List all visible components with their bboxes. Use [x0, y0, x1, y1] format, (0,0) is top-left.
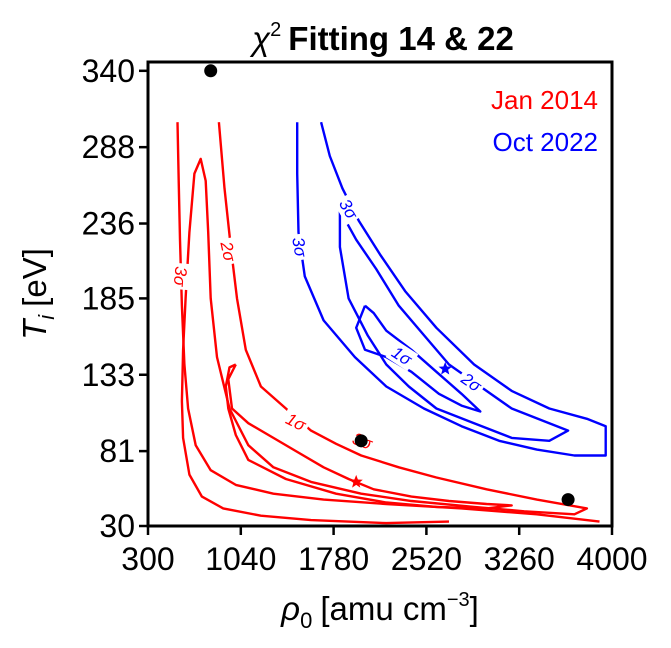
x-tick-label: 1040 [205, 541, 276, 577]
y-axis-label: Ti [eV] [16, 248, 59, 340]
data-point [561, 493, 575, 507]
contour-line [355, 304, 482, 413]
xlabel-subscript: 0 [300, 608, 312, 633]
title-symbol: χ [249, 20, 271, 57]
contour-label-gap [333, 192, 364, 226]
xlabel-text: [amu cm [320, 590, 447, 627]
contour-line [176, 122, 600, 523]
y-tick-label: 81 [99, 433, 135, 469]
x-tick-label: 1780 [298, 541, 369, 577]
title: χ2 Fitting 14 & 22 [249, 19, 514, 57]
ylabel-symbol: T [16, 317, 53, 340]
x-tick-label: 300 [121, 541, 174, 577]
xlabel-symbol: ρ [280, 590, 300, 627]
y-tick-label: 236 [82, 206, 135, 242]
best-fit-star [438, 361, 452, 375]
contour-label: 3σ [170, 266, 191, 288]
ylabel-text: [eV] [16, 248, 53, 307]
y-axis: 30 81 133 185 236 288 340 [82, 53, 148, 544]
legend-entry-jan-2014: Jan 2014 [491, 85, 598, 115]
contour-layer [176, 121, 607, 525]
contour-label: 2σ [216, 239, 239, 264]
contour-label-gap [287, 232, 312, 262]
legend: Jan 2014 Oct 2022 [491, 85, 598, 157]
data-point [204, 64, 218, 78]
y-tick-label: 340 [82, 53, 135, 89]
contour-label-gap [385, 340, 419, 372]
ylabel-subscript: i [34, 314, 59, 320]
y-tick-label: 288 [82, 129, 135, 165]
marker-layer [204, 64, 575, 507]
contour-label-gap [215, 236, 241, 267]
x-tick-label: 3260 [484, 541, 555, 577]
contour-label: 3σ [288, 236, 310, 259]
plot-area: 1σ2σ3σ3σ1σ2σ3σ3σ [146, 60, 614, 528]
contour-label-gap [279, 406, 313, 437]
x-axis-label: ρ0 [amu cm−3] [280, 589, 479, 633]
x-tick-label: 4000 [576, 541, 647, 577]
chart-title: χ2 Fitting 14 & 22 [249, 19, 514, 57]
data-point [354, 434, 368, 448]
legend-entry-oct-2022: Oct 2022 [492, 127, 598, 157]
contour-line [338, 209, 570, 442]
title-superscript: 2 [270, 19, 281, 41]
title-text: Fitting 14 & 22 [288, 20, 514, 57]
contour-line [180, 122, 589, 525]
x-tick-label: 2520 [391, 541, 462, 577]
plot-frame [146, 60, 614, 528]
best-fit-star [349, 474, 363, 488]
y-tick-label: 185 [82, 280, 135, 316]
contour-line [296, 121, 607, 457]
xlabel-superscript: −3 [447, 589, 470, 611]
y-tick-label: 133 [82, 357, 135, 393]
y-tick-label: 30 [99, 508, 135, 544]
xlabel-suffix: ] [470, 590, 479, 627]
x-axis: 300 1040 1780 2520 3260 4000 [121, 526, 648, 577]
contour-label-gap [169, 262, 192, 291]
contour-label-gap [455, 366, 488, 398]
contour-line [224, 363, 513, 510]
